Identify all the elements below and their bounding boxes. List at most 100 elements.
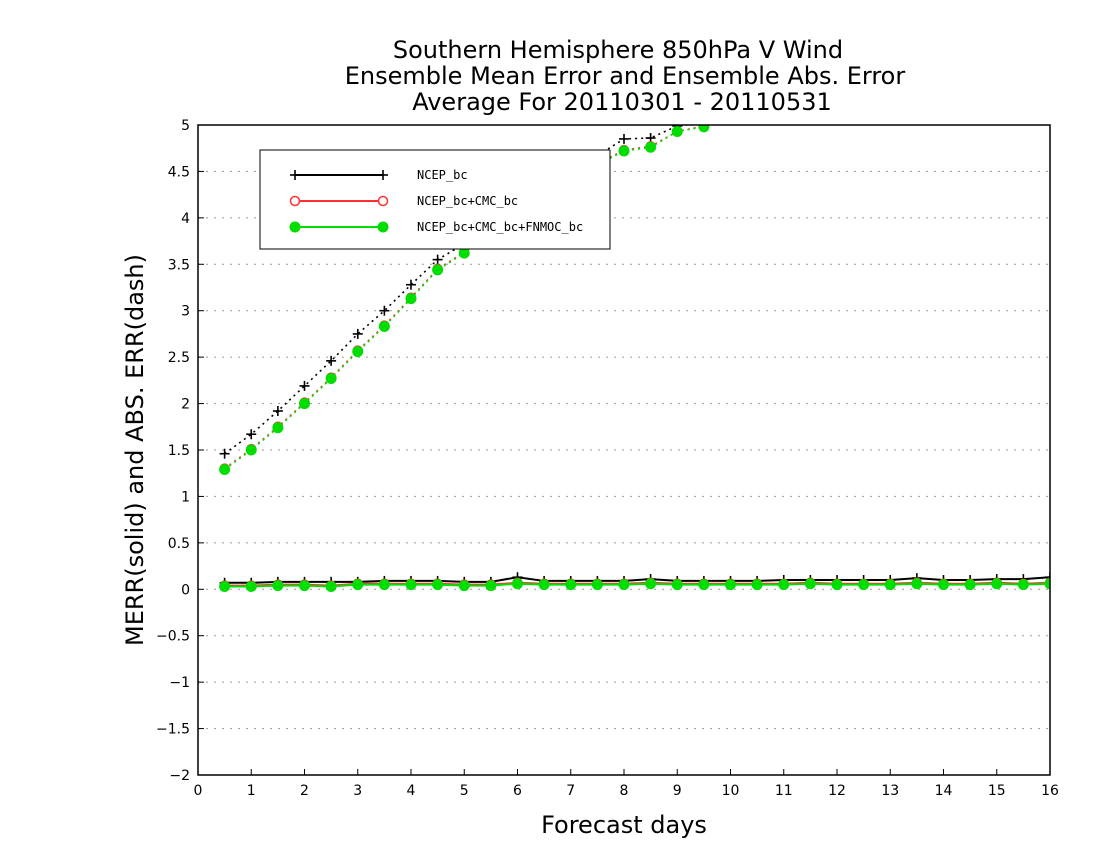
- mean-error-point-2-6: [378, 579, 390, 591]
- legend-marker-right-2: [377, 221, 389, 233]
- mean-error-point-2-3: [299, 580, 310, 592]
- mean-error-point-2-26: [911, 578, 923, 590]
- y-tick-label-8: 2: [181, 397, 190, 413]
- legend-marker-left-1: [289, 195, 301, 207]
- abs-error-point-0-5: [352, 328, 363, 339]
- y-tick-label-5: 0.5: [168, 536, 190, 552]
- y-tick-label-7: 1.5: [168, 443, 190, 459]
- y-tick-label-2: −1: [169, 675, 190, 691]
- mean-error-line-0: [224, 576, 1050, 584]
- mean-error-point-2-17: [671, 579, 683, 591]
- mean-error-point-2-13: [565, 579, 577, 591]
- x-tick-label-8: 8: [620, 783, 629, 799]
- abs-error-point-0-31: [1045, 60, 1055, 70]
- y-axis: −2 −1.5 −1 −0.5 0 0.5 1 1.5 2 2.5 3 3.5 4 4.5 5: [156, 118, 204, 784]
- y-tick-label-14: 5: [181, 118, 190, 134]
- mean-error-point-2-29: [991, 578, 1003, 590]
- legend-marker-left-2: [289, 221, 301, 233]
- x-tick-label-6: 6: [513, 783, 522, 799]
- abs-error-point-2-17: [671, 126, 683, 137]
- abs-error-point-2-23: [832, 92, 842, 102]
- mean-error-point-2-30: [1017, 579, 1029, 591]
- x-tick-label-12: 12: [828, 783, 846, 799]
- legend-box: [259, 149, 611, 250]
- y-tick-label-0: −2: [169, 768, 190, 784]
- abs-error-point-2-5: [352, 346, 364, 358]
- y-axis-title: MERR(solid) and ABS. ERR(dash): [121, 254, 149, 646]
- x-tick-label-14: 14: [935, 783, 953, 799]
- abs-error-point-0-8: [432, 254, 443, 265]
- abs-error-point-2-8: [432, 264, 444, 276]
- mean-error-point-2-22: [804, 578, 816, 590]
- abs-error-point-2-4: [325, 373, 337, 384]
- abs-error-point-0-27: [939, 74, 949, 84]
- x-tick-label-11: 11: [775, 783, 793, 799]
- mean-error-point-2-12: [538, 579, 550, 591]
- x-tick-label-13: 13: [881, 783, 899, 799]
- abs-error-point-0-29: [992, 64, 1002, 74]
- mean-error-point-2-14: [591, 579, 603, 591]
- abs-error-point-2-26: [912, 78, 922, 88]
- mean-error-point-2-15: [618, 579, 630, 591]
- x-tick-label-10: 10: [722, 783, 740, 799]
- title-line-3: Average For 20110301 - 20110531: [412, 88, 832, 116]
- abs-error-point-2-2: [272, 422, 284, 434]
- mean-error-point-2-2: [272, 580, 284, 592]
- abs-error-point-0-1: [246, 429, 257, 440]
- gridlines: [198, 170, 1050, 730]
- mean-error-point-2-18: [698, 579, 710, 591]
- mean-error-point-2-31: [1044, 578, 1050, 590]
- abs-error-point-1-26: [912, 79, 921, 88]
- x-tick-label-15: 15: [988, 783, 1006, 799]
- abs-error-point-1-30: [1019, 63, 1028, 72]
- y-tick-label-9: 2.5: [168, 350, 190, 366]
- y-tick-label-12: 4: [181, 211, 190, 227]
- abs-error-point-0-28: [965, 69, 975, 79]
- x-tick-label-9: 9: [673, 783, 682, 799]
- title-line-1: Southern Hemisphere 850hPa V Wind: [393, 36, 843, 64]
- mean-error-point-2-25: [884, 579, 896, 591]
- x-tick-label-5: 5: [460, 783, 469, 799]
- mean-error-point-2-10: [485, 580, 497, 592]
- legend-entry-1: NCEP_bc+CMC_bc: [289, 194, 518, 208]
- y-tick-label-10: 3: [181, 304, 190, 320]
- abs-error-point-0-6: [379, 305, 390, 316]
- mean-error-point-2-16: [645, 578, 657, 590]
- abs-error-point-1-27: [939, 74, 948, 83]
- legend-marker-left-0: [290, 170, 300, 180]
- abs-error-point-2-31: [1045, 60, 1055, 70]
- abs-error-point-0-2: [272, 406, 283, 416]
- abs-error-point-0-26: [912, 78, 922, 88]
- y-tick-label-11: 3.5: [168, 257, 190, 273]
- y-tick-label-13: 4.5: [168, 164, 190, 180]
- legend-label-0: NCEP_bc: [417, 168, 468, 182]
- abs-error-point-1-31: [1046, 60, 1055, 69]
- abs-error-point-2-27: [939, 74, 949, 84]
- x-axis: 0 1 2 3 4 5 6 7 8 9 10 11 12 13 14 15 16: [194, 769, 1059, 799]
- abs-error-point-0-30: [1018, 62, 1028, 72]
- mean-error-point-2-23: [831, 579, 843, 591]
- chart-title: Southern Hemisphere 850hPa V Wind Ensemb…: [345, 36, 906, 116]
- abs-error-point-0-15: [619, 133, 629, 144]
- x-tick-label-0: 0: [194, 783, 203, 799]
- abs-error-point-2-0: [219, 464, 231, 475]
- abs-error-point-0-4: [326, 355, 337, 366]
- x-tick-label-3: 3: [353, 783, 362, 799]
- series-0: [219, 60, 1055, 588]
- x-axis-title: Forecast days: [541, 811, 707, 839]
- mean-error-point-2-24: [858, 579, 870, 591]
- abs-error-point-2-28: [965, 69, 975, 79]
- mean-error-point-0-31: [1045, 572, 1050, 583]
- mean-error-point-2-27: [938, 579, 949, 591]
- x-tick-label-2: 2: [300, 783, 309, 799]
- mean-error-point-2-7: [405, 579, 417, 591]
- abs-error-point-2-6: [378, 321, 390, 332]
- mean-error-point-2-11: [512, 578, 523, 590]
- mean-error-point-2-19: [725, 579, 736, 591]
- abs-error-point-2-9: [458, 247, 470, 259]
- series-2: [219, 60, 1055, 592]
- abs-error-point-2-3: [299, 398, 310, 410]
- y-tick-label-3: −0.5: [156, 629, 190, 645]
- abs-error-point-0-7: [406, 279, 416, 290]
- x-tick-label-4: 4: [407, 783, 416, 799]
